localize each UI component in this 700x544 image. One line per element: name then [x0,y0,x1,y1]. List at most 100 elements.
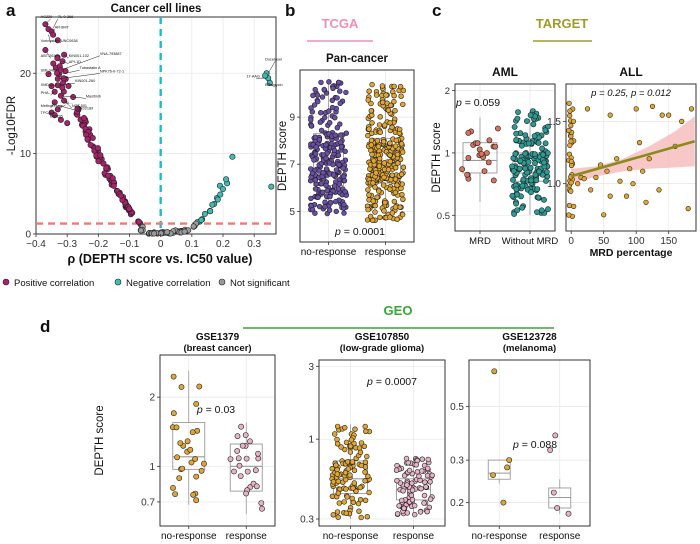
gse107850-point [347,472,353,478]
tcga-point [368,142,374,148]
gse1379-boxplot: 0.7 1 2 no-response response GSE1379(breast c… [94,332,276,542]
all-point [627,166,633,172]
tcga-point [385,167,392,173]
gse107850-point [348,437,355,443]
tcga-point [382,199,388,206]
aml-point [527,164,534,171]
tcga-header: TCGA [322,16,359,31]
gse1379-point [174,454,180,461]
tcga-point [337,88,343,94]
gse107850-point [336,500,342,506]
volcano-annotation-label: Tubastatin A [80,66,101,70]
tcga-point [333,167,340,173]
gse107850-point [409,487,416,493]
gse107850-point [334,423,341,430]
volcano-xtick-label: 0.1 [185,239,199,250]
tcga-point [392,204,399,210]
gse1379-point [227,456,234,462]
all-point [643,199,649,205]
tcga-point [368,108,374,114]
aml-point [528,189,534,196]
gse107850-point [345,466,351,472]
gse1379-ytick-label: 2 [149,393,155,404]
aml-point [513,200,519,207]
tcga-point [310,92,316,99]
gse107850-point [357,449,364,455]
volcano-point-negative [198,216,205,223]
volcano-point-positive [100,160,107,167]
gse1379-point [259,505,265,512]
gse107850-point [422,479,428,485]
tcga-pvalue: p = 0.0001 [334,226,385,238]
volcano-annotation-label: PHA-... [41,91,53,95]
tcga-point [320,189,326,196]
volcano-point-negative [229,153,236,160]
gse123728-title: GSE123728 [502,332,557,343]
tcga-point [394,151,401,158]
tcga-point [392,143,399,149]
gse107850-point [404,482,410,488]
gse107850-point [362,497,369,503]
gse107850-point [329,465,335,472]
volcano-xtick-label: 0.2 [216,239,230,250]
all-point [607,112,613,118]
gse107850-point [423,484,429,490]
volcano-annotation-leader [48,72,51,75]
tcga-point [326,207,333,213]
tcga-point [377,114,383,120]
tcga-point [342,189,348,195]
gse107850-point [342,424,348,431]
volcano-title: Cancer cell lines [111,3,202,15]
gse107850-point [419,468,425,474]
volcano-annotation-leader [60,95,86,99]
aml-title: AML [492,65,518,79]
gse1379-box [172,422,206,470]
aml-point [519,204,526,211]
volcano-point-positive [81,115,88,122]
all-point [568,188,574,194]
tcga-point [332,114,338,121]
tcga-point [313,144,319,150]
all-point [607,193,613,199]
volcano-point-positive [74,105,81,112]
volcano-legend-marker [218,278,226,286]
gse123728-point [500,499,507,506]
tcga-point [387,158,393,165]
tcga-point [400,101,406,108]
volcano-point-ns [138,227,145,234]
volcano-point-positive [110,182,117,189]
gse107850-point [401,472,408,479]
gse1379-point [187,446,194,453]
gse107850-point [334,467,340,473]
tcga-point [318,127,325,134]
tcga-point [368,100,374,107]
aml-point [534,209,540,215]
tcga-point [382,122,388,128]
gse1379-point [172,491,178,497]
gse1379-point [243,490,249,497]
all-ytick-label: 1.5 [547,117,561,128]
aml-point [478,150,485,157]
tcga-point [373,170,379,176]
volcano-annotation-label: NCT-501 [72,104,87,108]
volcano-point-positive [126,205,133,212]
tcga-point [320,170,326,176]
gse107850-point [412,511,418,518]
volcano-point-negative [220,186,227,193]
gse107850-point [408,492,415,498]
tcga-point [331,147,338,154]
volcano-point-positive [50,31,57,38]
tcga-point [387,186,393,192]
aml-point [490,177,497,184]
volcano-annotation-label: Bleomycin [265,83,283,87]
gse107850-title: GSE107850 [355,332,410,343]
volcano-point-ns [190,223,197,230]
tcga-point [308,105,314,111]
volcano-frame [35,16,277,235]
gse107850-point [362,478,368,484]
volcano-annotation-label: BIX02189 [77,106,94,110]
all-point [570,118,577,124]
gse107850-category-label: response [393,531,435,542]
gse1379-point [193,497,200,504]
tcga-point [366,126,372,132]
